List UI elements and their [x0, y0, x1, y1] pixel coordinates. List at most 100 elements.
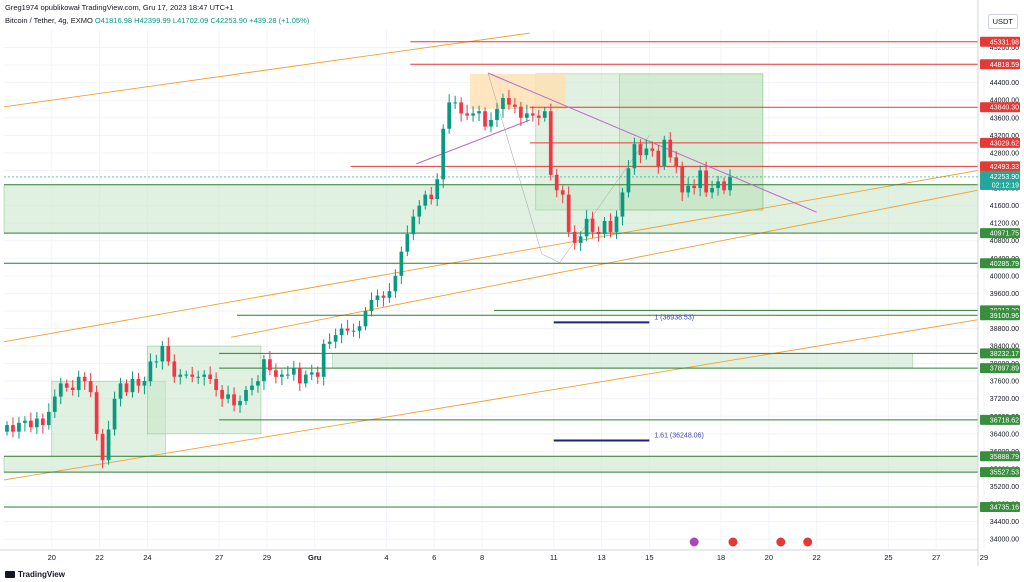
candle-body [686, 185, 691, 193]
candle-body [650, 148, 655, 151]
candle-body [100, 433, 105, 461]
candle-body [632, 144, 637, 169]
channel-line [3, 170, 979, 343]
candle-body [620, 192, 625, 217]
fib-level-label: 1.61 (36248.06) [654, 433, 703, 440]
price-tick-label: 45200.00 [990, 45, 1019, 52]
candle-body [710, 188, 714, 193]
green-zone [3, 184, 979, 234]
time-tick-label: 15 [645, 553, 653, 562]
symbol-name: Bitcoin / Tether, 4g, EXMO [5, 16, 93, 25]
candle-body [29, 420, 33, 428]
level-price-tag [980, 228, 1020, 239]
candle-body [268, 359, 272, 371]
candle-body [327, 341, 332, 344]
bar-countdown-label: 02:12:19 [992, 182, 1019, 189]
candle-body [656, 150, 661, 167]
candle-body [184, 374, 189, 376]
level-price-tag [980, 59, 1020, 70]
price-tick-label: 38400.00 [990, 344, 1019, 351]
price-tick-label: 42800.00 [990, 150, 1019, 157]
time-tick-label: 22 [812, 553, 820, 562]
candle-body [692, 185, 697, 189]
candle-body [495, 109, 499, 120]
level-price-tag [980, 363, 1020, 374]
candle-body [698, 170, 702, 189]
candle-body [172, 361, 177, 377]
candle-body [238, 400, 242, 406]
level-price-tag [980, 310, 1020, 321]
triangle-line [416, 119, 531, 165]
candle-body [578, 236, 583, 243]
candle-body [525, 113, 529, 118]
candle-body [40, 418, 45, 426]
price-tick-label: 37600.00 [990, 379, 1019, 386]
candle-body [554, 174, 559, 191]
price-tick-label: 36400.00 [990, 431, 1019, 438]
candle-body [447, 102, 452, 129]
level-price-tag [980, 137, 1020, 148]
flag-icon[interactable] [802, 536, 814, 548]
candle-body [507, 98, 511, 105]
price-tick-label: 37200.00 [990, 396, 1019, 403]
level-price-tag [980, 451, 1020, 462]
candle-body [160, 346, 165, 362]
candle-body [435, 179, 440, 200]
candle-body [226, 394, 230, 399]
candle-body [411, 216, 416, 235]
price-tick-label: 34400.00 [990, 519, 1019, 526]
candle-body [315, 372, 320, 377]
candle-body [291, 368, 296, 375]
candle-body [644, 148, 649, 156]
candle-body [64, 383, 69, 388]
candle-body [303, 374, 308, 384]
level-price-label: 43029.62 [990, 140, 1019, 147]
bolt-icon[interactable] [688, 536, 700, 548]
candle-body [668, 139, 673, 158]
candle-body [136, 378, 141, 386]
candle-body [82, 376, 87, 382]
candle-body [680, 166, 685, 193]
candle-body [417, 205, 422, 217]
time-tick-label: 20 [765, 553, 773, 562]
candle-body [232, 394, 236, 406]
candle-body [196, 376, 201, 378]
candle-body [46, 411, 51, 426]
price-tick-label: 39600.00 [990, 291, 1019, 298]
candle-body [423, 194, 428, 206]
flag-icon[interactable] [775, 536, 787, 548]
time-tick-label: 4 [384, 553, 388, 562]
level-price-label: 45331.98 [990, 39, 1019, 46]
level-price-tag [980, 161, 1020, 172]
candle-body [614, 216, 619, 232]
candle-body [202, 374, 207, 377]
time-tick-label: 25 [884, 553, 892, 562]
tradingview-logo-text: TradingView [18, 570, 65, 579]
candle-body [369, 299, 374, 311]
level-price-tag [980, 501, 1020, 512]
level-price-label: 42493.33 [990, 164, 1019, 171]
price-tick-label: 35200.00 [990, 484, 1019, 491]
candle-body [94, 392, 99, 434]
candle-body [483, 111, 487, 127]
candle-body [333, 335, 338, 342]
level-price-label: 40285.79 [990, 261, 1019, 268]
candle-body [256, 381, 260, 386]
level-price-tag [980, 36, 1020, 47]
time-tick-label: Gru [308, 553, 322, 562]
candle-body [704, 170, 708, 193]
candle-body [602, 220, 607, 235]
currency-label[interactable]: USDT [987, 14, 1018, 29]
candle-body [35, 418, 39, 428]
time-tick-label: 27 [215, 553, 223, 562]
price-tick-label: 43200.00 [990, 133, 1019, 140]
candle-body [566, 194, 571, 232]
candle-body [393, 275, 398, 292]
candle-body [399, 251, 404, 276]
green-zone [332, 353, 913, 369]
candle-body [178, 374, 183, 377]
candle-body [548, 111, 553, 175]
candle-body [608, 220, 613, 232]
flag-icon[interactable] [727, 536, 739, 548]
